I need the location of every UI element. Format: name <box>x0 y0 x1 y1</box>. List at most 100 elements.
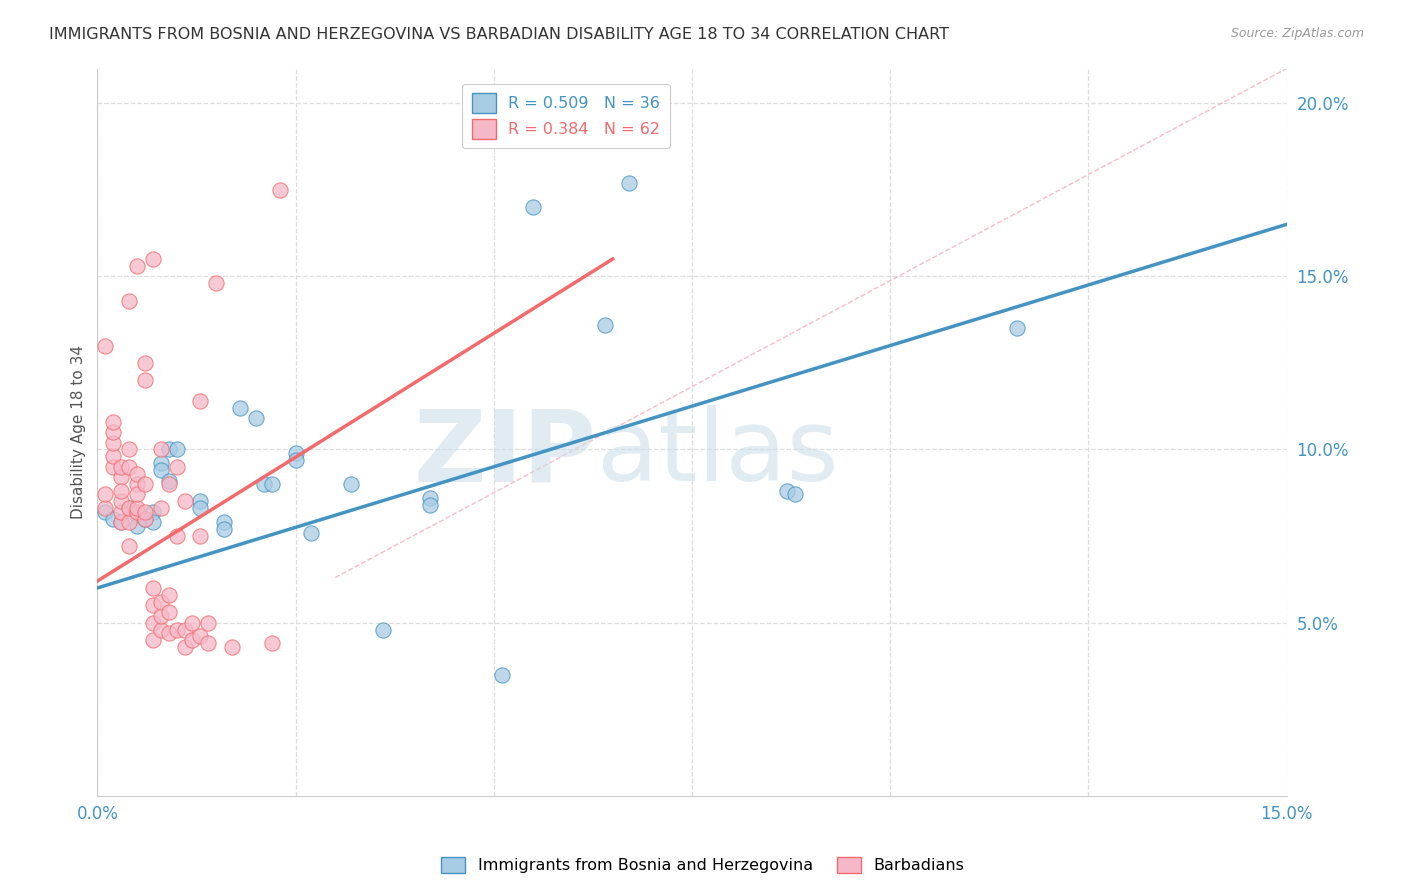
Point <box>419 491 441 505</box>
Point <box>181 632 204 647</box>
Point <box>212 515 235 529</box>
Point <box>134 505 156 519</box>
Point <box>260 636 283 650</box>
Point <box>103 425 125 439</box>
Point <box>157 442 180 457</box>
Point <box>190 394 212 409</box>
Point <box>190 529 212 543</box>
Point <box>149 442 172 457</box>
Point <box>173 494 195 508</box>
Point <box>125 518 148 533</box>
Point <box>103 459 125 474</box>
Text: atlas: atlas <box>596 406 838 502</box>
Point <box>118 293 141 308</box>
Point <box>149 463 172 477</box>
Point <box>110 515 132 529</box>
Y-axis label: Disability Age 18 to 34: Disability Age 18 to 34 <box>72 345 86 519</box>
Point <box>110 515 132 529</box>
Point <box>617 176 640 190</box>
Point <box>118 501 141 516</box>
Point <box>371 623 394 637</box>
Point <box>149 456 172 470</box>
Point <box>142 632 165 647</box>
Point <box>299 525 322 540</box>
Point <box>142 252 165 266</box>
Point <box>94 501 117 516</box>
Point <box>142 599 165 613</box>
Point <box>157 626 180 640</box>
Point <box>110 470 132 484</box>
Point <box>190 630 212 644</box>
Point <box>783 487 806 501</box>
Point <box>110 483 132 498</box>
Point <box>118 540 141 554</box>
Point <box>118 515 141 529</box>
Point <box>197 615 219 630</box>
Point <box>118 442 141 457</box>
Point <box>776 483 799 498</box>
Point <box>522 200 544 214</box>
Point <box>221 640 243 654</box>
Point <box>166 529 188 543</box>
Point <box>181 615 204 630</box>
Text: IMMIGRANTS FROM BOSNIA AND HERZEGOVINA VS BARBADIAN DISABILITY AGE 18 TO 34 CORR: IMMIGRANTS FROM BOSNIA AND HERZEGOVINA V… <box>49 27 949 42</box>
Point <box>212 522 235 536</box>
Point <box>134 356 156 370</box>
Legend: R = 0.509   N = 36, R = 0.384   N = 62: R = 0.509 N = 36, R = 0.384 N = 62 <box>463 84 671 148</box>
Point <box>142 515 165 529</box>
Text: ZIP: ZIP <box>413 406 596 502</box>
Point <box>110 505 132 519</box>
Point <box>118 459 141 474</box>
Point <box>134 512 156 526</box>
Point <box>125 505 148 519</box>
Point <box>229 401 252 415</box>
Point <box>125 467 148 481</box>
Point <box>110 459 132 474</box>
Point <box>142 505 165 519</box>
Point <box>149 595 172 609</box>
Point <box>157 474 180 488</box>
Point <box>245 411 267 425</box>
Point <box>94 487 117 501</box>
Point <box>149 623 172 637</box>
Point <box>94 338 117 352</box>
Point <box>125 477 148 491</box>
Point <box>166 442 188 457</box>
Point <box>197 636 219 650</box>
Point <box>125 508 148 523</box>
Point <box>134 477 156 491</box>
Point <box>593 318 616 332</box>
Point <box>253 477 276 491</box>
Point <box>118 501 141 516</box>
Point <box>125 487 148 501</box>
Point <box>157 605 180 619</box>
Point <box>125 259 148 273</box>
Point <box>142 581 165 595</box>
Point <box>157 588 180 602</box>
Point <box>284 446 307 460</box>
Point <box>103 512 125 526</box>
Point <box>340 477 363 491</box>
Point <box>149 608 172 623</box>
Point <box>1005 321 1028 335</box>
Point <box>103 435 125 450</box>
Point <box>94 505 117 519</box>
Point <box>491 667 513 681</box>
Point <box>149 501 172 516</box>
Point <box>166 459 188 474</box>
Point <box>190 494 212 508</box>
Point <box>260 477 283 491</box>
Point <box>269 183 291 197</box>
Point <box>134 512 156 526</box>
Point <box>103 415 125 429</box>
Point <box>103 450 125 464</box>
Point <box>134 373 156 387</box>
Point <box>173 623 195 637</box>
Point <box>110 494 132 508</box>
Point <box>166 623 188 637</box>
Point <box>205 277 228 291</box>
Point <box>157 477 180 491</box>
Point <box>190 501 212 516</box>
Legend: Immigrants from Bosnia and Herzegovina, Barbadians: Immigrants from Bosnia and Herzegovina, … <box>434 850 972 880</box>
Point <box>125 501 148 516</box>
